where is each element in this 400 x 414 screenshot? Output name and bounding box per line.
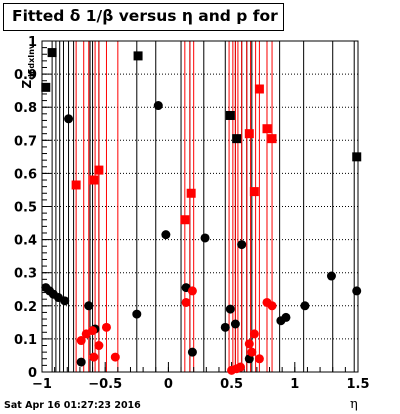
data-point-circle (247, 347, 257, 357)
black-vertical-lines (51, 41, 355, 372)
data-point-square (244, 129, 254, 139)
data-point-square (89, 175, 99, 185)
data-point-circle (187, 347, 197, 357)
data-point-circle (254, 354, 264, 364)
data-point-circle (84, 301, 94, 311)
data-point-circle (244, 339, 254, 349)
data-point-square (180, 215, 190, 225)
y-tick-label: 0.1 (14, 333, 37, 348)
data-point-circle (76, 336, 86, 346)
data-point-circle (181, 297, 191, 307)
data-point-circle (187, 286, 197, 296)
y-tick-label: 0.3 (14, 267, 37, 282)
red-vertical-lines (75, 41, 273, 372)
grid-lines (42, 73, 358, 340)
data-point-circle (76, 357, 86, 367)
y-tick-label: 0 (28, 366, 37, 381)
data-point-circle (153, 101, 163, 111)
y-tick-label: 0.5 (14, 201, 37, 216)
data-point-square (232, 134, 242, 144)
data-point-circle (249, 329, 259, 339)
data-point-circle (230, 319, 240, 329)
x-tick-label: −1 (32, 377, 52, 392)
data-point-circle (267, 301, 277, 311)
data-point-square (47, 48, 57, 58)
y-tick-label: 1 (28, 35, 37, 50)
x-tick-label: 1.5 (346, 377, 369, 392)
x-tick-label: 0 (164, 377, 173, 392)
y-axis-label: ZdEdxInv (20, 36, 36, 96)
data-point-circle (94, 341, 104, 351)
data-point-circle (161, 230, 171, 240)
data-point-square (186, 188, 196, 198)
data-point-circle (326, 271, 336, 281)
y-tick-label: 0.2 (14, 300, 37, 315)
y-tick-label: 0.8 (14, 101, 37, 116)
data-point-circle (281, 312, 291, 322)
data-point-square (352, 152, 362, 162)
data-point-square (71, 180, 81, 190)
data-point-square (254, 84, 264, 94)
data-point-circle (225, 304, 235, 314)
y-axis-label-sub: dEdxInv (27, 43, 37, 80)
data-points (41, 48, 362, 375)
plot-frame (41, 40, 359, 373)
data-point-square (133, 51, 143, 61)
y-tick-label: 0.9 (14, 68, 37, 83)
data-point-circle (235, 362, 245, 372)
data-point-square (267, 134, 277, 144)
data-point-circle (200, 233, 210, 243)
timestamp: Sat Apr 16 01:27:23 2016 (4, 400, 141, 411)
y-tick-label: 0.4 (14, 234, 37, 249)
x-axis-label: η (350, 397, 358, 412)
data-point-circle (88, 326, 98, 336)
data-point-circle (110, 352, 120, 362)
data-point-circle (300, 301, 310, 311)
data-point-circle (101, 322, 111, 332)
x-tick-label: −0.5 (88, 377, 122, 392)
data-point-square (262, 124, 272, 134)
y-axis-label-main: Z (19, 79, 34, 89)
data-point-circle (237, 240, 247, 250)
x-tick-label: 0.5 (220, 377, 243, 392)
data-point-square (94, 165, 104, 175)
data-point-circle (220, 322, 230, 332)
data-point-circle (60, 296, 70, 306)
data-point-circle (64, 114, 74, 124)
data-point-circle (132, 309, 142, 319)
axis-ticks: −1 −0.5 0 0.5 1 1.5 0 0.1 0.2 0.3 0.4 0.5 0.6 0.7 0.8 0… (14, 35, 370, 392)
data-point-square (225, 110, 235, 120)
chart-title-box: Fitted δ 1/β versus η and p for (3, 3, 284, 31)
data-point-circle (352, 286, 362, 296)
x-tick-label: 1 (290, 377, 299, 392)
data-point-circle (89, 352, 99, 362)
chart-title: Fitted δ 1/β versus η and p for (12, 7, 278, 25)
data-point-square (249, 187, 259, 197)
y-tick-label: 0.6 (14, 167, 37, 182)
data-point-square (41, 82, 51, 92)
y-tick-label: 0.7 (14, 134, 37, 149)
